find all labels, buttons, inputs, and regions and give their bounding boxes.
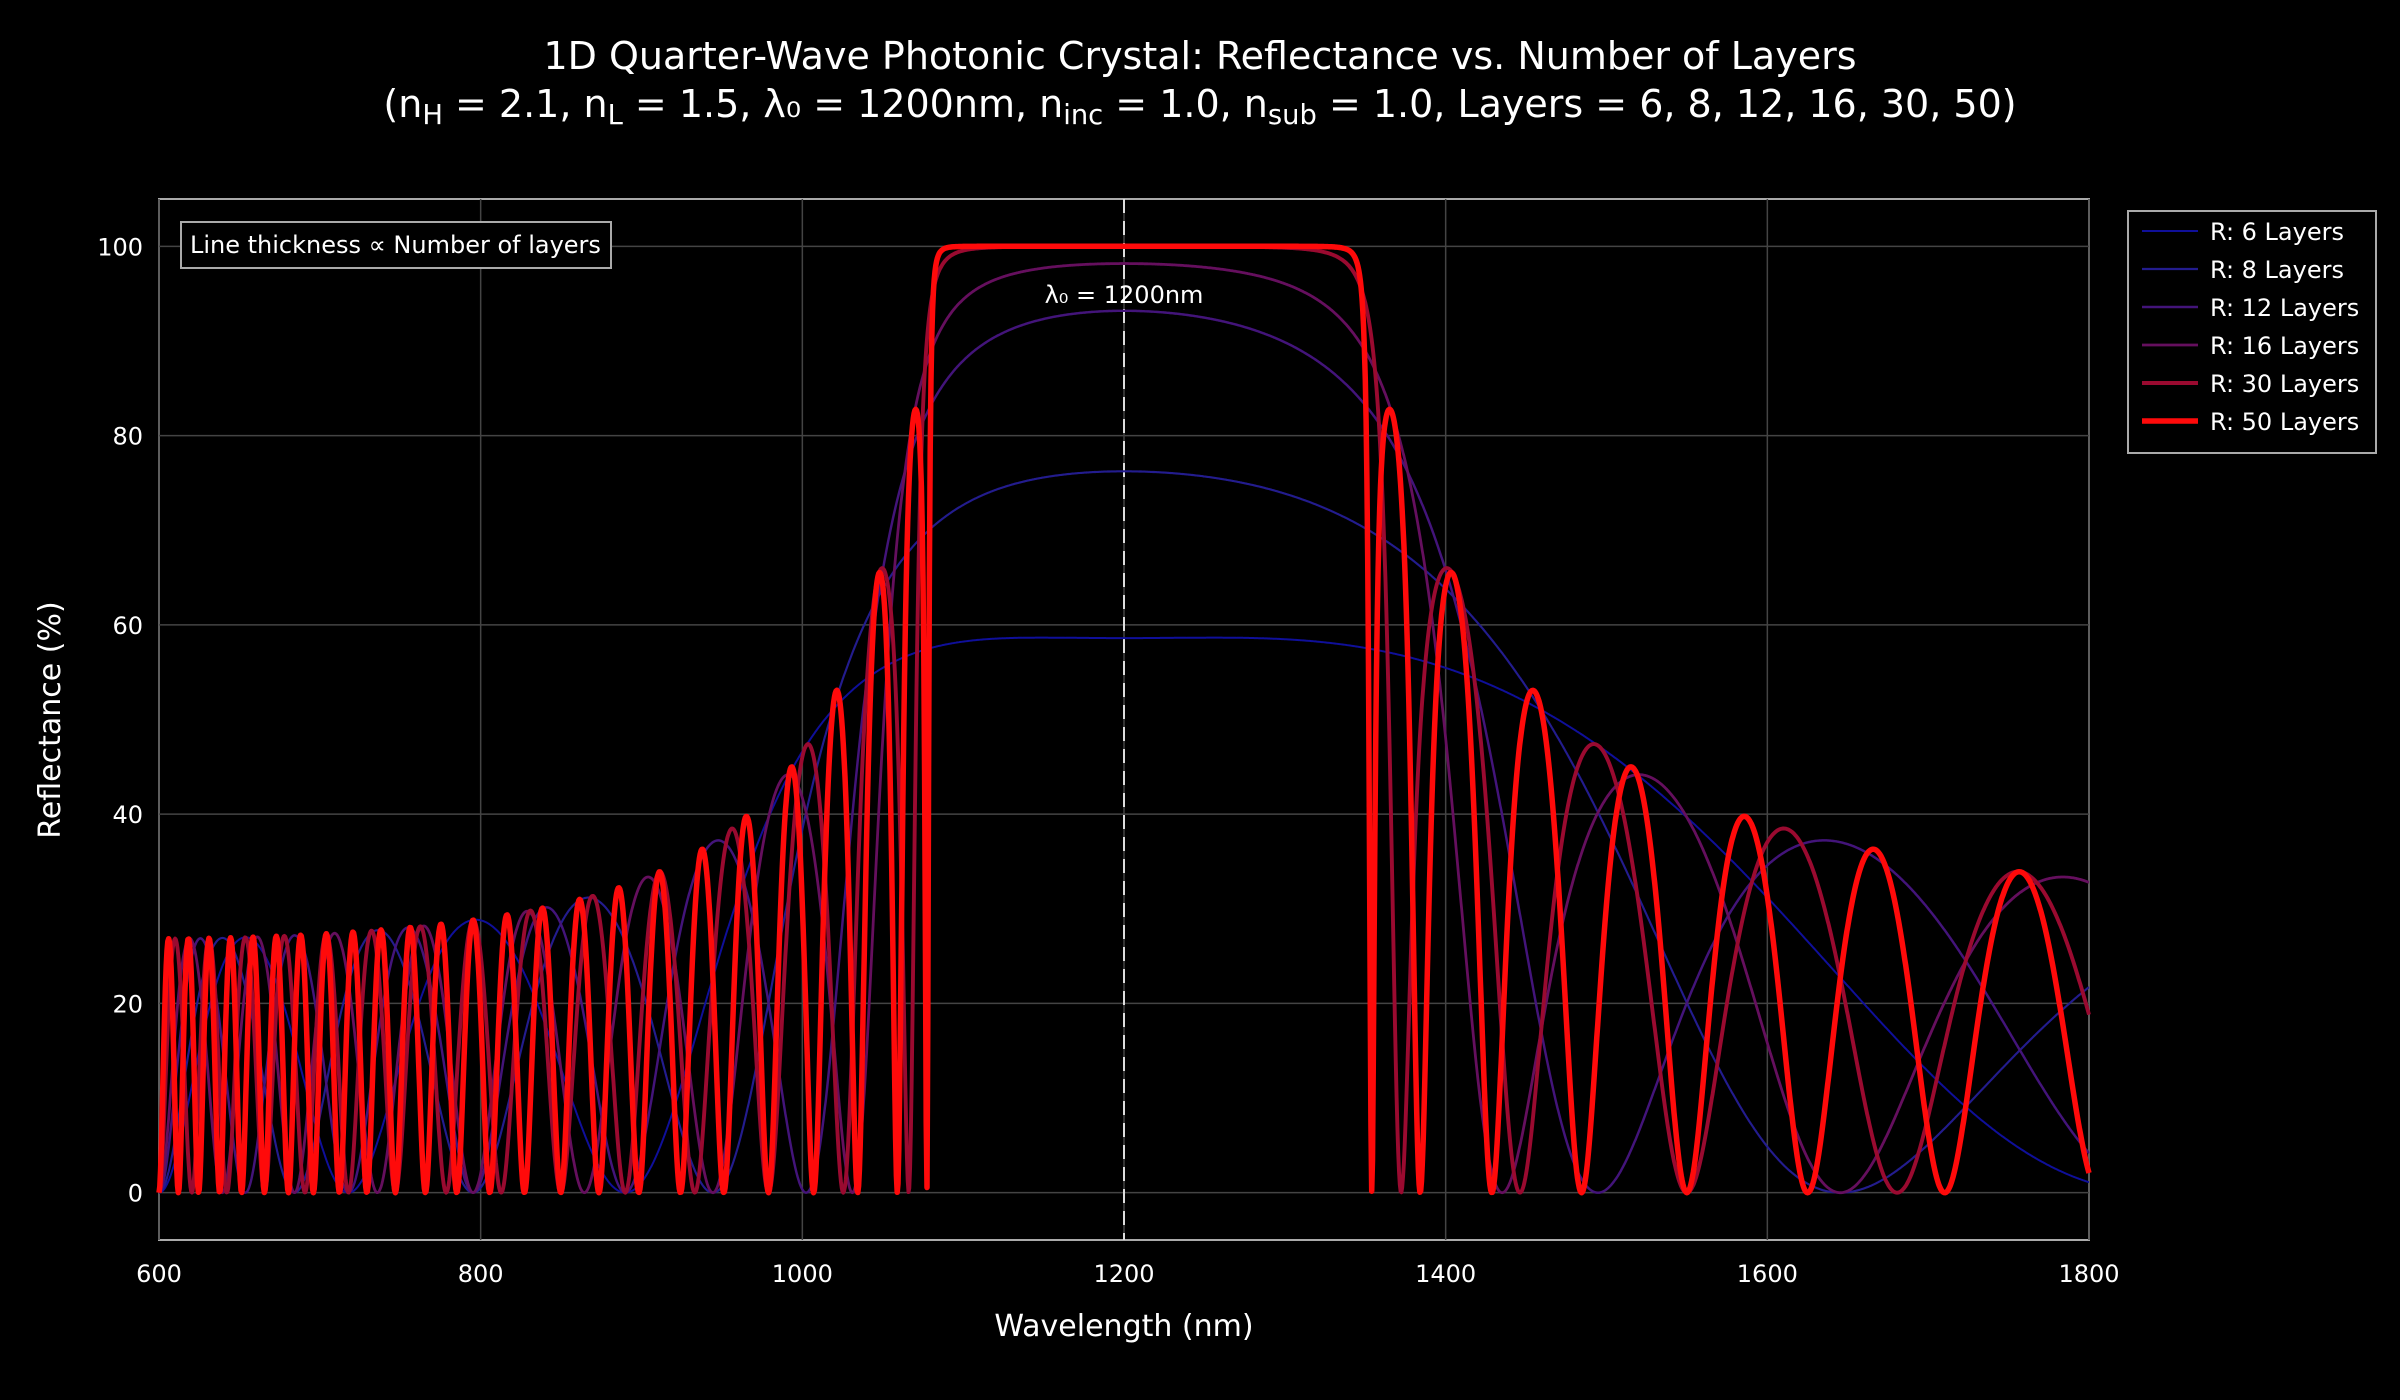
x-axis-label: Wavelength (nm) [994,1309,1253,1344]
legend-label: R: 8 Layers [2210,256,2344,284]
x-tick-label: 600 [136,1260,182,1288]
y-tick-label: 40 [112,801,143,829]
y-tick-label: 0 [128,1180,143,1208]
y-tick-label: 80 [112,423,143,451]
x-tick-label: 1400 [1415,1260,1476,1288]
chart-subtitle: (nH = 2.1, nL = 1.5, λ₀ = 1200nm, ninc =… [383,82,2017,131]
series-line-12-layers [158,309,2090,1194]
y-axis-label: Reflectance (%) [33,601,68,838]
legend-label: R: 50 Layers [2210,408,2359,436]
axis-ticks: 600 800 1000 1200 1400 1600 1800 0 20 40 60 80 100 [97,233,2119,1288]
x-tick-label: 1200 [1093,1260,1154,1288]
annotation-box: Line thickness ∝ Number of layers [180,221,612,269]
annotation-text: Line thickness ∝ Number of layers [190,231,601,259]
legend-label: R: 16 Layers [2210,332,2359,360]
series-line-8-layers [158,470,2090,1194]
y-tick-label: 60 [112,612,143,640]
series-line-50-layers [156,243,2092,1196]
y-tick-label: 20 [112,990,143,1018]
legend-label: R: 30 Layers [2210,370,2359,398]
series-line-16-layers [158,262,2090,1195]
x-tick-label: 1600 [1737,1260,1798,1288]
x-tick-label: 1000 [772,1260,833,1288]
chart-title: 1D Quarter-Wave Photonic Crystal: Reflec… [543,34,1857,78]
legend-label: R: 12 Layers [2210,294,2359,322]
lambda0-label: λ₀ = 1200nm [1045,281,1204,309]
x-tick-label: 1800 [2058,1260,2119,1288]
legend: R: 6 Layers R: 8 Layers R: 12 Layers R: 16 … [2127,210,2377,454]
legend-box [2127,210,2377,454]
series-group [156,243,2092,1196]
x-tick-label: 800 [458,1260,504,1288]
legend-label: R: 6 Layers [2210,218,2344,246]
y-tick-label: 100 [97,233,143,261]
